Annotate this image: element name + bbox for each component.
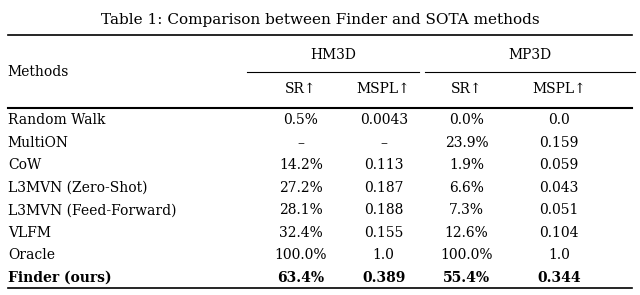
Text: 12.6%: 12.6%: [445, 226, 488, 240]
Text: 0.113: 0.113: [364, 158, 403, 172]
Text: 28.1%: 28.1%: [279, 203, 323, 217]
Text: CoW: CoW: [8, 158, 41, 172]
Text: 1.0: 1.0: [548, 248, 570, 262]
Text: 0.389: 0.389: [362, 271, 405, 285]
Text: 1.0: 1.0: [372, 248, 395, 262]
Text: 0.051: 0.051: [540, 203, 579, 217]
Text: 55.4%: 55.4%: [443, 271, 490, 285]
Text: 100.0%: 100.0%: [440, 248, 493, 262]
Text: 27.2%: 27.2%: [279, 181, 323, 195]
Text: 63.4%: 63.4%: [277, 271, 324, 285]
Text: 0.187: 0.187: [364, 181, 403, 195]
Text: 7.3%: 7.3%: [449, 203, 484, 217]
Text: Table 1: Comparison between Finder and SOTA methods: Table 1: Comparison between Finder and S…: [100, 13, 540, 27]
Text: Random Walk: Random Walk: [8, 113, 105, 127]
Text: MP3D: MP3D: [509, 48, 552, 63]
Text: 0.188: 0.188: [364, 203, 403, 217]
Text: Finder (ours): Finder (ours): [8, 271, 111, 285]
Text: Methods: Methods: [8, 65, 69, 79]
Text: 0.104: 0.104: [540, 226, 579, 240]
Text: 0.059: 0.059: [540, 158, 579, 172]
Text: 100.0%: 100.0%: [275, 248, 327, 262]
Text: 0.0: 0.0: [548, 113, 570, 127]
Text: 0.155: 0.155: [364, 226, 403, 240]
Text: VLFM: VLFM: [8, 226, 51, 240]
Text: HM3D: HM3D: [310, 48, 356, 63]
Text: 0.0%: 0.0%: [449, 113, 484, 127]
Text: L3MVN (Zero-Shot): L3MVN (Zero-Shot): [8, 181, 147, 195]
Text: SR↑: SR↑: [451, 82, 483, 96]
Text: MSPL↑: MSPL↑: [357, 82, 411, 96]
Text: 0.043: 0.043: [540, 181, 579, 195]
Text: Oracle: Oracle: [8, 248, 55, 262]
Text: 0.344: 0.344: [537, 271, 580, 285]
Text: –: –: [298, 136, 305, 150]
Text: 23.9%: 23.9%: [445, 136, 488, 150]
Text: 0.5%: 0.5%: [284, 113, 318, 127]
Text: SR↑: SR↑: [285, 82, 317, 96]
Text: 0.159: 0.159: [540, 136, 579, 150]
Text: –: –: [380, 136, 387, 150]
Text: 0.0043: 0.0043: [360, 113, 408, 127]
Text: 1.9%: 1.9%: [449, 158, 484, 172]
Text: 32.4%: 32.4%: [279, 226, 323, 240]
Text: 14.2%: 14.2%: [279, 158, 323, 172]
Text: 6.6%: 6.6%: [449, 181, 484, 195]
Text: L3MVN (Feed-Forward): L3MVN (Feed-Forward): [8, 203, 176, 217]
Text: MSPL↑: MSPL↑: [532, 82, 586, 96]
Text: MultiON: MultiON: [8, 136, 68, 150]
